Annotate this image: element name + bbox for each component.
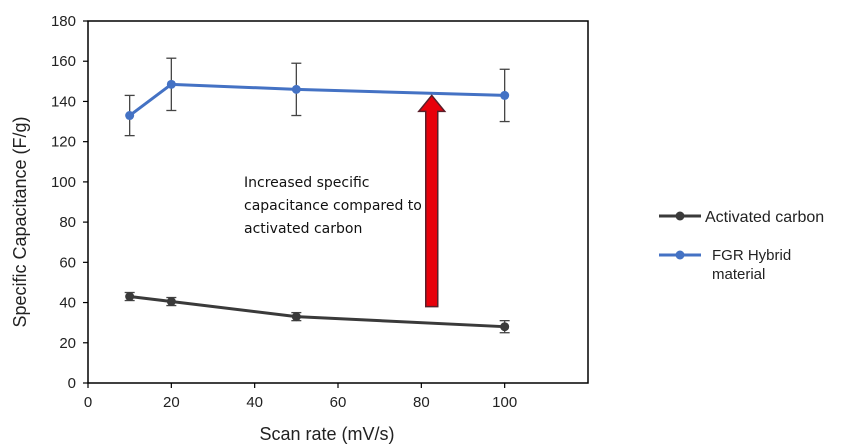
annotation-line: activated carbon xyxy=(244,221,362,237)
x-tick-label: 20 xyxy=(163,394,180,411)
data-point xyxy=(125,111,135,121)
red-arrow xyxy=(417,94,447,308)
legend-marker-fgr xyxy=(675,250,685,260)
data-point xyxy=(166,79,176,89)
data-point xyxy=(500,90,510,100)
data-point xyxy=(166,297,176,307)
legend-label-activated-carbon: Activated carbon xyxy=(705,209,824,226)
y-axis-title: Specific Capacitance (F/g) xyxy=(10,116,30,327)
annotation-line: capacitance compared to xyxy=(244,198,422,214)
x-axis-title: Scan rate (mV/s) xyxy=(259,424,394,444)
x-tick-label: 100 xyxy=(492,394,517,411)
x-tick-label: 80 xyxy=(413,394,430,411)
annotation: Increased specific capacitance compared t… xyxy=(244,175,422,237)
x-tick-label: 60 xyxy=(330,394,347,411)
series-line xyxy=(128,82,505,117)
y-tick-label: 80 xyxy=(59,214,76,231)
legend-marker-activated-carbon xyxy=(675,211,685,221)
x-tick-label: 40 xyxy=(246,394,263,411)
y-tick-label: 140 xyxy=(51,93,76,110)
y-tick-label: 160 xyxy=(51,53,76,70)
legend-label-fgr: FGR Hybrid xyxy=(712,247,791,264)
legend: Activated carbon FGR Hybrid material xyxy=(659,209,824,283)
y-tick-label: 100 xyxy=(51,174,76,191)
series-1 xyxy=(124,57,510,137)
y-axis-title-group: Specific Capacitance (F/g) xyxy=(10,116,30,327)
x-tick-label: 0 xyxy=(84,394,92,411)
annotation-line: Increased specific xyxy=(244,175,369,191)
y-tick-label: 60 xyxy=(59,254,76,271)
data-point xyxy=(291,84,301,94)
data-point xyxy=(125,292,135,302)
series-0 xyxy=(124,291,510,334)
legend-label-fgr: material xyxy=(712,266,765,283)
y-tick-label: 0 xyxy=(68,375,76,392)
plot-area: 0 20 40 60 80 100 120 140 160 180 0 20 40 60 80 100 Incr… xyxy=(51,13,589,411)
series-line xyxy=(129,295,505,329)
y-tick-label: 180 xyxy=(51,13,76,30)
y-tick-label: 120 xyxy=(51,134,76,151)
data-point xyxy=(291,312,301,322)
y-tick-label: 40 xyxy=(59,295,76,312)
y-tick-label: 20 xyxy=(59,335,76,352)
data-point xyxy=(500,322,510,332)
